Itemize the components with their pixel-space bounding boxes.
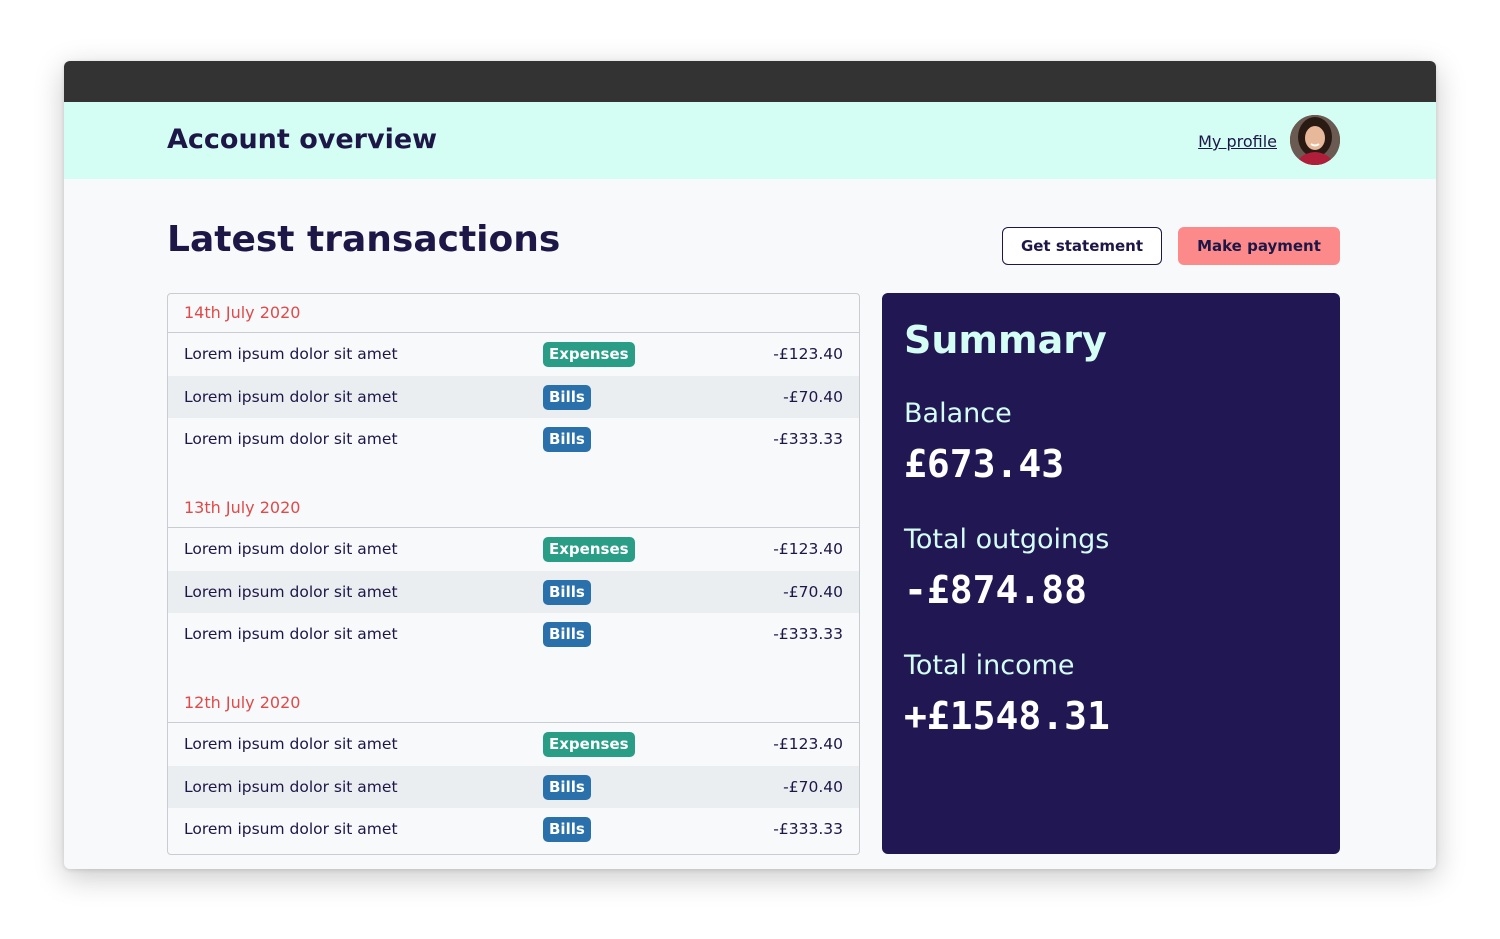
transaction-description: Lorem ipsum dolor sit amet — [184, 777, 398, 796]
total-outgoings-label: Total outgoings — [904, 524, 1110, 555]
transaction-amount: -£123.40 — [773, 539, 843, 558]
transactions-panel: 14th July 2020 Lorem ipsum dolor sit ame… — [167, 293, 860, 855]
avatar[interactable] — [1290, 115, 1340, 165]
total-income-value: +£1548.31 — [904, 694, 1110, 738]
transaction-row[interactable]: Lorem ipsum dolor sit amet Expenses -£12… — [168, 527, 859, 571]
transaction-amount: -£333.33 — [773, 430, 843, 449]
user-avatar-icon — [1290, 115, 1340, 165]
transaction-group: 13th July 2020 Lorem ipsum dolor sit ame… — [168, 489, 859, 656]
transaction-row[interactable]: Lorem ipsum dolor sit amet Bills -£70.40 — [168, 375, 859, 419]
transaction-group: 14th July 2020 Lorem ipsum dolor sit ame… — [168, 294, 859, 461]
balance-label: Balance — [904, 398, 1012, 429]
transaction-row[interactable]: Lorem ipsum dolor sit amet Bills -£333.3… — [168, 613, 859, 656]
expenses-badge: Expenses — [543, 536, 635, 562]
section-title: Latest transactions — [167, 219, 561, 260]
expenses-badge: Expenses — [543, 731, 635, 757]
transaction-description: Lorem ipsum dolor sit amet — [184, 820, 398, 839]
app-title: Account overview — [167, 124, 438, 155]
transaction-amount: -£70.40 — [783, 777, 843, 796]
transaction-description: Lorem ipsum dolor sit amet — [184, 430, 398, 449]
bills-badge: Bills — [543, 774, 591, 800]
transaction-description: Lorem ipsum dolor sit amet — [184, 734, 398, 753]
transaction-row[interactable]: Lorem ipsum dolor sit amet Bills -£70.40 — [168, 570, 859, 614]
transaction-group: 12th July 2020 Lorem ipsum dolor sit ame… — [168, 684, 859, 851]
window-titlebar — [64, 61, 1436, 102]
transaction-date: 12th July 2020 — [168, 684, 859, 723]
transaction-amount: -£123.40 — [773, 345, 843, 363]
bills-badge: Bills — [543, 427, 591, 453]
transaction-description: Lorem ipsum dolor sit amet — [184, 387, 398, 406]
total-outgoings-value: -£874.88 — [904, 568, 1088, 612]
main-content: Latest transactions Get statement Make p… — [64, 179, 1436, 869]
bills-badge: Bills — [543, 384, 591, 410]
transaction-description: Lorem ipsum dolor sit amet — [184, 582, 398, 601]
transaction-amount: -£333.33 — [773, 625, 843, 644]
transaction-amount: -£70.40 — [783, 582, 843, 601]
expenses-badge: Expenses — [543, 342, 635, 367]
summary-panel: Summary Balance £673.43 Total outgoings … — [882, 293, 1340, 854]
transaction-date: 14th July 2020 — [168, 294, 859, 333]
transaction-amount: -£333.33 — [773, 820, 843, 839]
app-window: Account overview My profile Latest trans… — [64, 61, 1436, 869]
summary-title: Summary — [904, 318, 1107, 362]
transaction-row[interactable]: Lorem ipsum dolor sit amet Expenses -£12… — [168, 722, 859, 766]
bills-badge: Bills — [543, 622, 591, 648]
bills-badge: Bills — [543, 817, 591, 843]
my-profile-link[interactable]: My profile — [1198, 132, 1277, 151]
get-statement-button[interactable]: Get statement — [1002, 227, 1162, 265]
balance-value: £673.43 — [904, 442, 1065, 486]
transaction-row[interactable]: Lorem ipsum dolor sit amet Expenses -£12… — [168, 333, 859, 376]
transaction-row[interactable]: Lorem ipsum dolor sit amet Bills -£70.40 — [168, 765, 859, 809]
app-header: Account overview My profile — [64, 102, 1436, 179]
bills-badge: Bills — [543, 579, 591, 605]
total-income-label: Total income — [904, 650, 1075, 681]
make-payment-button[interactable]: Make payment — [1178, 227, 1340, 265]
transaction-amount: -£123.40 — [773, 734, 843, 753]
transaction-date: 13th July 2020 — [168, 489, 859, 528]
transaction-description: Lorem ipsum dolor sit amet — [184, 539, 398, 558]
transaction-description: Lorem ipsum dolor sit amet — [184, 345, 398, 363]
transaction-row[interactable]: Lorem ipsum dolor sit amet Bills -£333.3… — [168, 418, 859, 461]
transaction-amount: -£70.40 — [783, 387, 843, 406]
transaction-description: Lorem ipsum dolor sit amet — [184, 625, 398, 644]
transaction-row[interactable]: Lorem ipsum dolor sit amet Bills -£333.3… — [168, 808, 859, 851]
